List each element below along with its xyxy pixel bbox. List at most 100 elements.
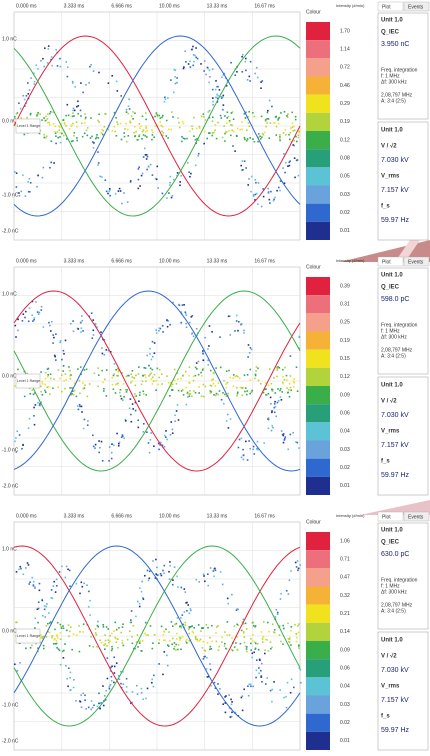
- pd-dot: [148, 570, 151, 573]
- pd-dot: [157, 574, 160, 576]
- pd-dot: [59, 623, 62, 626]
- pd-dot: [290, 626, 293, 628]
- pd-dot: [29, 112, 32, 115]
- pd-dot: [88, 315, 91, 318]
- pd-dot: [188, 393, 191, 395]
- pd-dot: [209, 663, 211, 665]
- tab[interactable]: [377, 256, 404, 267]
- pd-dot: [124, 388, 127, 391]
- tab-label: Plot: [382, 4, 391, 10]
- pd-dot: [54, 125, 57, 127]
- tab[interactable]: [403, 256, 430, 267]
- pd-dot: [279, 396, 282, 398]
- pd-dot: [152, 560, 154, 562]
- tab[interactable]: [403, 511, 430, 522]
- pd-dot: [192, 375, 195, 378]
- pd-dot: [40, 309, 43, 311]
- pd-dot: [96, 705, 99, 708]
- pd-dot: [155, 332, 158, 334]
- pd-dot: [42, 635, 45, 638]
- pd-dot: [178, 126, 181, 129]
- pd-dot: [73, 135, 75, 137]
- pd-dot: [287, 593, 290, 595]
- pd-dot: [72, 394, 75, 396]
- pd-dot: [131, 370, 134, 372]
- pd-dot: [251, 656, 253, 659]
- y-label: 1.0 nC: [2, 546, 17, 552]
- pd-dot: [293, 386, 295, 388]
- pd-dot: [134, 384, 137, 387]
- pd-dot: [293, 125, 295, 128]
- pd-dot: [31, 644, 33, 647]
- pd-dot: [64, 576, 67, 579]
- pd-dot: [163, 639, 165, 642]
- pd-dot: [161, 325, 164, 327]
- pd-dot: [283, 439, 286, 441]
- pd-dot: [84, 699, 86, 701]
- pd-dot: [24, 195, 27, 197]
- pd-dot: [130, 420, 133, 423]
- pd-dot: [211, 88, 214, 91]
- tab[interactable]: [403, 1, 430, 12]
- pd-dot: [297, 569, 299, 572]
- pd-dot: [73, 382, 76, 384]
- pd-dot: [167, 645, 170, 647]
- pd-dot: [24, 105, 26, 107]
- pd-dot: [288, 164, 291, 167]
- pd-dot: [169, 382, 172, 384]
- pd-dot: [146, 687, 149, 690]
- tab[interactable]: [377, 1, 404, 12]
- pd-dot: [246, 650, 248, 653]
- pd-dot: [64, 123, 66, 125]
- pd-dot: [82, 427, 85, 430]
- pd-dot: [117, 646, 119, 649]
- pd-dot: [293, 144, 296, 147]
- pd-dot: [206, 137, 208, 140]
- pd-dot: [258, 136, 260, 139]
- scale-cell: [306, 404, 330, 423]
- tab[interactable]: [377, 511, 404, 522]
- pd-dot: [32, 393, 35, 396]
- pd-dot: [194, 54, 196, 57]
- pd-dot: [251, 389, 254, 392]
- pd-dot: [82, 330, 84, 332]
- pd-dot: [133, 131, 135, 134]
- pd-dot: [176, 617, 179, 619]
- pd-dot: [92, 646, 94, 648]
- pd-dot: [261, 681, 263, 683]
- pd-dot: [138, 123, 141, 125]
- scale-label: 0.31: [340, 302, 350, 308]
- pd-dot: [152, 642, 154, 644]
- pd-dot: [249, 80, 251, 82]
- readout: 7.030 kV: [381, 667, 409, 674]
- pd-dot: [101, 460, 104, 462]
- pd-dot: [259, 659, 261, 662]
- pd-dot: [157, 383, 159, 386]
- pd-dot: [223, 645, 226, 647]
- pd-dot: [69, 677, 71, 679]
- pd-dot: [63, 380, 65, 382]
- pd-dot: [176, 372, 179, 374]
- pd-dot: [98, 121, 100, 123]
- pd-dot: [97, 367, 99, 369]
- pd-dot: [103, 387, 105, 390]
- pd-dot: [264, 119, 267, 121]
- pd-dot: [220, 117, 223, 119]
- pd-dot: [72, 686, 75, 689]
- pd-dot: [243, 136, 246, 139]
- pd-dot: [228, 634, 231, 636]
- pd-dot: [80, 331, 82, 333]
- pd-dot: [162, 673, 164, 676]
- pd-dot: [210, 391, 213, 393]
- pd-dot: [58, 125, 60, 127]
- pd-dot: [228, 120, 231, 123]
- pd-dot: [90, 708, 92, 711]
- pd-dot: [272, 199, 275, 202]
- pd-dot: [151, 340, 154, 343]
- pd-dot: [67, 114, 70, 117]
- pd-dot: [146, 155, 149, 158]
- pd-dot: [283, 111, 286, 113]
- pd-dot: [184, 591, 187, 593]
- pd-dot: [15, 172, 18, 174]
- pd-dot: [158, 114, 161, 117]
